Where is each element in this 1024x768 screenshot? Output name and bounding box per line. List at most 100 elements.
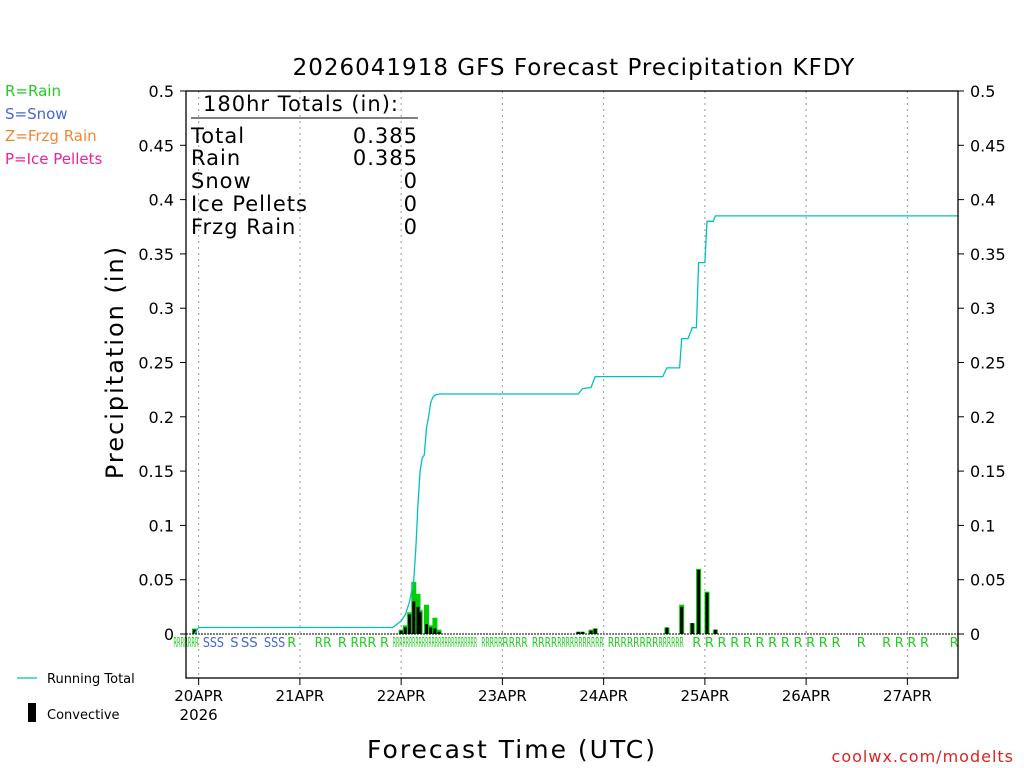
x-tick-label: 25APR [680, 687, 729, 705]
convective-bar [690, 623, 694, 634]
ptype-mark: RRRR [502, 636, 527, 651]
running-total-line [193, 215, 958, 635]
totals-value-frzg-rain: 0 [404, 215, 418, 239]
y-tick-label-left: 0.5 [149, 82, 174, 101]
precip-bar [423, 604, 429, 634]
ptype-mark: RR [351, 636, 368, 651]
totals-label-frzg-rain: Frzg Rain [191, 215, 296, 239]
ptype-mark: R [793, 636, 802, 651]
convective-bar [408, 614, 412, 634]
ptype-mark: R [338, 636, 347, 651]
y-tick-label-left: 0.05 [138, 571, 174, 590]
x-tick-sublabel: 2026 [180, 706, 218, 724]
totals-box: 180hr Totals (in): Total 0.385 Rain 0.38… [190, 92, 418, 239]
convective-bar [399, 630, 403, 634]
ptype-mark: R [768, 636, 777, 651]
convective-bar [424, 624, 428, 634]
ptype-mark: R [756, 636, 765, 651]
y-tick-label-left: 0.4 [149, 191, 174, 210]
ptype-mark: SSS [264, 636, 285, 651]
y-tick-label-left: 0.25 [138, 354, 174, 373]
convective-bar [412, 601, 416, 634]
ptype-mark: R [781, 636, 790, 651]
y-tick-label-right: 0.35 [970, 245, 1006, 264]
convective-bar [433, 628, 437, 634]
plot-frame [185, 90, 959, 679]
convective-swatch [28, 703, 36, 722]
ptype-mark: R [730, 636, 739, 651]
y-tick-label-left: 0 [164, 625, 174, 644]
totals-value-rain: 0.385 [353, 146, 418, 170]
series-legend: Running Total Convective [17, 672, 135, 723]
running-total-legend-label: Running Total [47, 672, 135, 687]
y-tick-label-left: 0.15 [138, 462, 174, 481]
ptype-mark: RRRRRRRRRRRRRRRRRRRRRRRRRR [393, 636, 477, 651]
convective-bar [589, 630, 593, 634]
legend-rain: R=Rain [5, 82, 61, 100]
x-tick-label: 20APR [174, 687, 223, 705]
totals-value-ice-pellets: 0 [404, 192, 418, 216]
ptype-mark: R [367, 636, 376, 651]
ptype-mark: R [692, 636, 701, 651]
x-tick-label: 27APR [883, 687, 932, 705]
ptype-mark: R [806, 636, 815, 651]
legend-snow: S=Snow [5, 105, 68, 123]
precip-bar [432, 617, 438, 634]
y-tick-label-right: 0.2 [970, 408, 995, 427]
convective-bar [581, 631, 585, 634]
convective-bar [713, 629, 717, 634]
convective-bar [680, 606, 684, 634]
ptype-legend: R=Rain S=Snow Z=Frzg Rain P=Ice Pellets [5, 82, 102, 168]
convective-bar [429, 627, 433, 634]
totals-label-rain: Rain [191, 146, 241, 170]
ptype-mark: R [920, 636, 929, 651]
x-axis-label: Forecast Time (UTC) [367, 735, 657, 764]
x-tick-label: 21APR [275, 687, 324, 705]
y-tick-label-right: 0.45 [970, 136, 1006, 155]
y-axis-label: Precipitation (in) [101, 245, 129, 479]
y-tick-label-right: 0.05 [970, 571, 1006, 590]
convective-bar [705, 592, 709, 634]
totals-value-total: 0.385 [353, 124, 418, 148]
ptype-mark: R [743, 636, 752, 651]
convective-bar [437, 631, 441, 634]
convective-bar [418, 612, 422, 634]
y-tick-label-right: 0.4 [970, 191, 995, 210]
chart-title: 2026041918 GFS Forecast Precipitation KF… [293, 55, 856, 81]
ptype-mark: R [857, 636, 866, 651]
x-gridlines [198, 91, 908, 678]
ptype-mark: SS [241, 636, 258, 651]
ptype-mark: R [705, 636, 714, 651]
y-tick-label-left: 0.3 [149, 299, 174, 318]
y-tick-label-right: 0 [970, 625, 980, 644]
totals-label-ice-pellets: Ice Pellets [191, 192, 308, 216]
x-tick-label: 26APR [782, 687, 831, 705]
ptype-mark: R [882, 636, 891, 651]
credit-text: coolwx.com/modelts [832, 747, 1014, 766]
ptype-mark: R [831, 636, 840, 651]
ptype-mark: RRRRRRRRRRR [557, 636, 603, 651]
totals-label-snow: Snow [191, 169, 252, 193]
y-axis-right: 0 0.05 0.1 0.15 0.2 0.25 0.3 0.35 0.4 0.45 0.5 [958, 82, 1006, 644]
convective-bar [576, 631, 580, 634]
y-tick-label-right: 0.1 [970, 516, 995, 535]
x-tick-label: 22APR [377, 687, 426, 705]
ptype-mark: R [907, 636, 916, 651]
totals-label-total: Total [190, 124, 245, 148]
ptype-mark: RRRR [633, 636, 658, 651]
ptype-mark: R [287, 636, 296, 651]
y-axis-left: 0 0.05 0.1 0.15 0.2 0.25 0.3 0.35 0.4 0.45 0.5 [138, 82, 186, 644]
convective-bar [416, 606, 420, 634]
precip-bars [191, 568, 718, 634]
ptype-mark: RRRRRR [658, 636, 683, 651]
ptype-mark: RRRR [532, 636, 557, 651]
totals-value-snow: 0 [404, 169, 418, 193]
y-tick-label-left: 0.1 [149, 516, 174, 535]
x-tick-label: 23APR [478, 687, 527, 705]
ptype-mark: R [895, 636, 904, 651]
ptype-marks: RRRRRRR SSS S SS SSS R RR R RR R R RRRRRRRRRRRRRRRR… [173, 636, 958, 651]
ptype-mark: R [380, 636, 389, 651]
y-tick-label-right: 0.5 [970, 82, 995, 101]
